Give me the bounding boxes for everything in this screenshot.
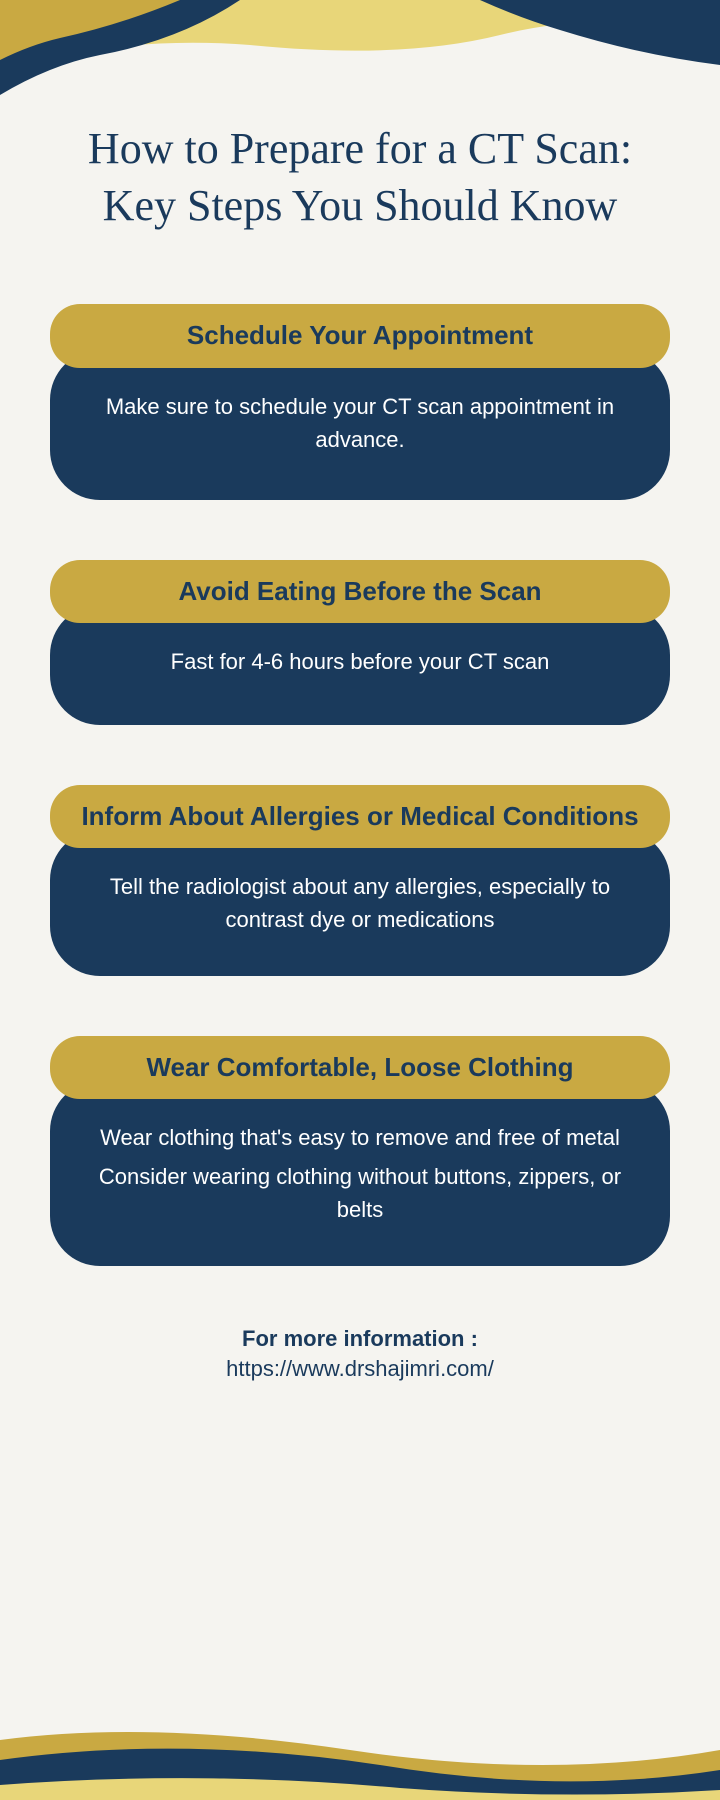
step-1: Schedule Your Appointment Make sure to s… (50, 304, 670, 499)
step-1-body: Make sure to schedule your CT scan appoi… (50, 350, 670, 500)
step-4-text-1: Wear clothing that's easy to remove and … (90, 1121, 630, 1154)
step-2-heading: Avoid Eating Before the Scan (50, 560, 670, 623)
step-3-body: Tell the radiologist about any allergies… (50, 830, 670, 976)
step-3-heading: Inform About Allergies or Medical Condit… (50, 785, 670, 848)
bottom-wave-decoration (0, 1700, 720, 1800)
step-2-body: Fast for 4-6 hours before your CT scan (50, 605, 670, 725)
step-2-text: Fast for 4-6 hours before your CT scan (90, 645, 630, 678)
footer: For more information : https://www.drsha… (50, 1326, 670, 1382)
step-4-heading: Wear Comfortable, Loose Clothing (50, 1036, 670, 1099)
step-1-text: Make sure to schedule your CT scan appoi… (90, 390, 630, 456)
footer-url: https://www.drshajimri.com/ (50, 1356, 670, 1382)
step-3: Inform About Allergies or Medical Condit… (50, 785, 670, 976)
step-4-text-2: Consider wearing clothing without button… (90, 1160, 630, 1226)
step-4: Wear Comfortable, Loose Clothing Wear cl… (50, 1036, 670, 1266)
page-title: How to Prepare for a CT Scan: Key Steps … (50, 120, 670, 234)
step-1-heading: Schedule Your Appointment (50, 304, 670, 367)
step-4-body: Wear clothing that's easy to remove and … (50, 1081, 670, 1266)
step-2: Avoid Eating Before the Scan Fast for 4-… (50, 560, 670, 725)
step-3-text: Tell the radiologist about any allergies… (90, 870, 630, 936)
footer-label: For more information : (50, 1326, 670, 1352)
